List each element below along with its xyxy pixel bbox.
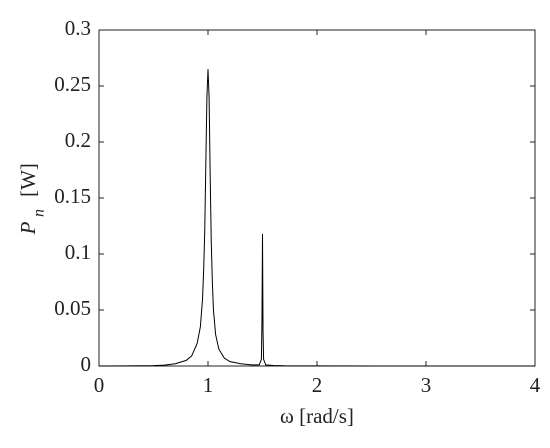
y-tick-label: 0.3 — [65, 16, 91, 40]
y-axis-label-group: P n [W] — [16, 163, 48, 235]
x-tick-label: 2 — [312, 373, 323, 397]
y-axis-label-subscript: n — [31, 209, 48, 217]
y-tick-label: 0.15 — [54, 184, 91, 208]
y-tick-label: 0 — [81, 352, 92, 376]
x-tick-label: 1 — [203, 373, 214, 397]
x-tick-label: 3 — [421, 373, 432, 397]
y-axis-label: P — [16, 221, 40, 235]
plot-frame — [98, 29, 536, 367]
y-tick-label: 0.25 — [54, 72, 91, 96]
x-tick-label: 0 — [94, 373, 105, 397]
x-axis-label: ω [rad/s] — [280, 404, 354, 428]
y-axis-label-unit: [W] — [16, 163, 40, 197]
y-tick-label: 0.05 — [54, 296, 91, 320]
x-tick-label: 4 — [530, 373, 541, 397]
line-series — [98, 69, 535, 367]
y-tick-label: 0.2 — [65, 128, 91, 152]
y-tick-label: 0.1 — [65, 240, 91, 264]
